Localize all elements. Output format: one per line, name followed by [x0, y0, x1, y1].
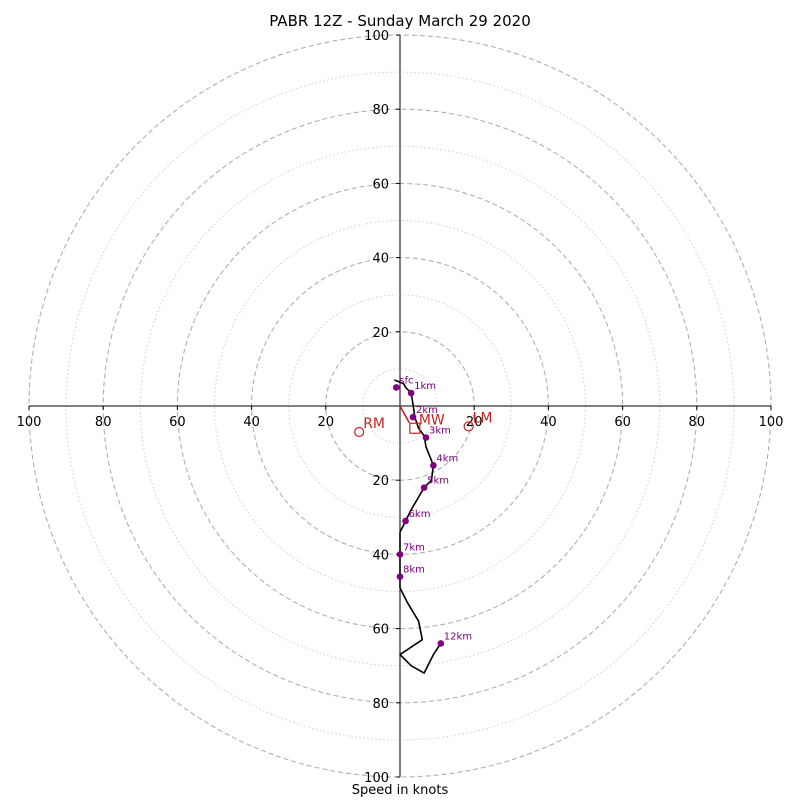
x-tick-label: 80 — [95, 415, 112, 430]
x-tick-label: 100 — [759, 415, 784, 430]
storm-markers: RM LM MW — [354, 410, 493, 438]
height-point — [396, 551, 404, 558]
mean-wind-marker — [409, 422, 421, 434]
height-label: 3km — [429, 426, 451, 437]
storm-marker-label: MW — [419, 412, 445, 428]
storm-marker-label: RM — [363, 416, 385, 432]
x-tick-label: 100 — [17, 415, 42, 430]
x-tick-label: 40 — [540, 415, 557, 430]
height-point — [396, 573, 404, 580]
height-point — [430, 462, 437, 469]
y-tick-label: 40 — [372, 548, 389, 563]
y-tick-label: 20 — [372, 326, 389, 341]
height-point — [420, 484, 428, 491]
y-tick-label: 40 — [372, 252, 389, 267]
height-point — [402, 517, 409, 525]
y-tick-label: 80 — [372, 697, 389, 712]
x-tick-label: 20 — [318, 415, 335, 430]
height-label: 4km — [436, 453, 458, 464]
storm-motion-marker — [354, 426, 365, 438]
y-tick-label: 100 — [364, 771, 389, 786]
hodograph-trace — [394, 379, 442, 674]
height-label: 12km — [444, 631, 472, 642]
height-label: 1km — [414, 381, 436, 392]
height-label: sfc — [399, 375, 413, 386]
y-tick-label: 60 — [372, 623, 389, 638]
height-label: 8km — [403, 565, 425, 576]
x-tick-label: 40 — [243, 415, 260, 430]
height-point — [422, 434, 430, 441]
storm-motion-marker — [463, 421, 474, 432]
height-point — [409, 413, 417, 421]
storm-motion-vector — [399, 405, 410, 424]
hodograph-line — [394, 379, 442, 674]
height-label: 6km — [409, 509, 431, 520]
y-tick-label: 80 — [372, 103, 389, 118]
height-label: 7km — [403, 542, 425, 553]
x-tick-label: 80 — [689, 415, 706, 430]
height-point — [392, 384, 400, 391]
y-tick-label: 100 — [364, 29, 389, 44]
height-label: 5km — [427, 476, 449, 487]
height-point — [407, 389, 415, 397]
x-tick-label: 60 — [614, 415, 631, 430]
x-tick-label: 20 — [466, 415, 483, 430]
height-label: 2km — [416, 405, 438, 416]
chart-title: PABR 12Z - Sunday March 29 2020 — [269, 12, 531, 30]
x-tick-label: 60 — [169, 415, 186, 430]
y-tick-label: 60 — [372, 177, 389, 192]
storm-marker-label: LM — [473, 410, 493, 426]
y-tick-label: 20 — [372, 474, 389, 489]
x-axis-label: Speed in knots — [351, 783, 449, 798]
tick-labels: 20 20 20 20 40 40 40 40 60 60 60 60 80 80 80 80 100 100 10… — [17, 29, 784, 786]
height-point — [437, 640, 445, 647]
